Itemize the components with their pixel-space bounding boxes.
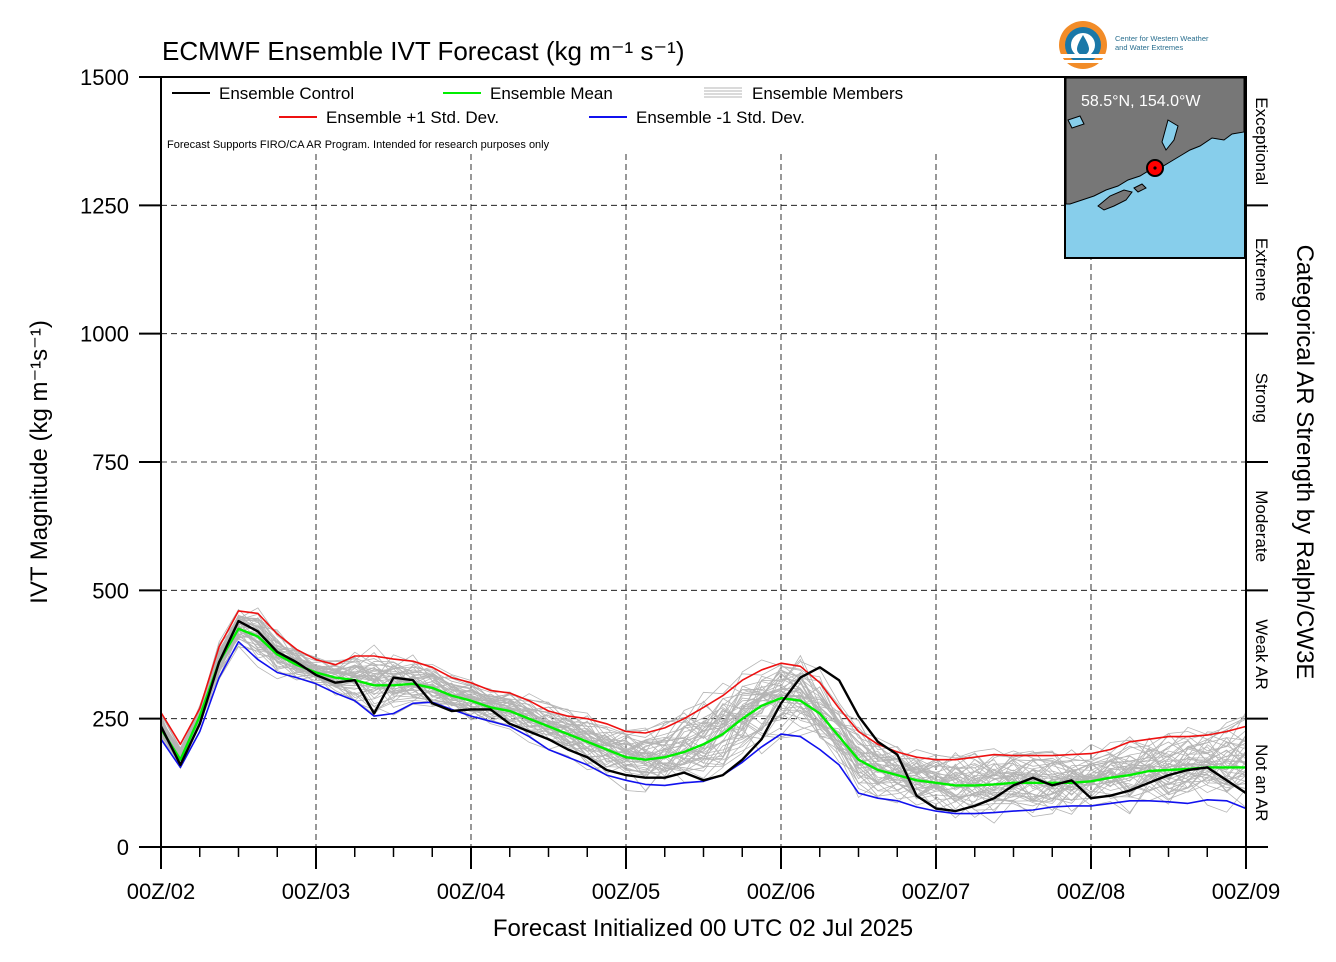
legend-label-plus: Ensemble +1 Std. Dev. [326, 108, 499, 127]
legend-swatch-members [704, 87, 742, 98]
y-tick-label: 1500 [80, 65, 129, 90]
category-label: Exceptional [1252, 97, 1271, 185]
chart-title: ECMWF Ensemble IVT Forecast (kg m⁻¹ s⁻¹) [162, 36, 684, 66]
ensemble-member-line [160, 628, 1247, 791]
legend-label-control: Ensemble Control [219, 84, 354, 103]
y-tick-label: 1250 [80, 193, 129, 218]
logo-line-2: and Water Extremes [1115, 43, 1183, 52]
map-land-cook-inlet [1161, 119, 1179, 151]
x-tick-label: 00Z/03 [282, 879, 351, 904]
category-label: Weak AR [1252, 619, 1271, 690]
y-tick-label: 750 [92, 450, 129, 475]
y-tick-label: 500 [92, 578, 129, 603]
ensemble-member-line [160, 617, 1247, 789]
x-tick-label: 00Z/02 [127, 879, 196, 904]
right-axis-title: Categorical AR Strength by Ralph/CW3E [1291, 245, 1318, 680]
x-axis-title: Forecast Initialized 00 UTC 02 Jul 2025 [493, 915, 913, 942]
y-axis-title: IVT Magnitude (kg m⁻¹s⁻¹) [26, 320, 53, 604]
summary-series [159, 610, 1247, 815]
x-tick-label: 00Z/07 [902, 879, 971, 904]
ensemble-member-line [160, 636, 1247, 813]
x-tick-label: 00Z/06 [747, 879, 816, 904]
y-tick-label: 1000 [80, 322, 129, 347]
map-frame [1064, 76, 1246, 259]
plus-std-line [160, 610, 1247, 761]
research-note: Forecast Supports FIRO/CA AR Program. In… [167, 139, 550, 151]
logo-line-1: Center for Western Weather [1115, 34, 1209, 43]
ensemble-member-line [160, 633, 1247, 794]
legend-label-mean: Ensemble Mean [490, 84, 613, 103]
ensemble-member-line [160, 635, 1247, 798]
axes: 0 250 500 750 1000 1250 1500 Not an AR Weak AR Mo… [80, 65, 1280, 904]
location-marker-center [1153, 166, 1157, 170]
y-tick-label: 0 [117, 835, 129, 860]
map-land-kodiak [1097, 189, 1133, 211]
x-tick-label: 00Z/04 [437, 879, 506, 904]
ensemble-member-line [160, 629, 1247, 801]
category-label: Extreme [1252, 238, 1271, 301]
ensemble-member-line [160, 635, 1247, 794]
y-tick-label: 250 [92, 707, 129, 732]
x-tick-label: 00Z/09 [1212, 879, 1281, 904]
ensemble-member-line [160, 633, 1247, 800]
cw3e-logo: Center for Western Weather and Water Ext… [1059, 21, 1209, 69]
ensemble-member-line [160, 625, 1247, 791]
control-line [159, 619, 1247, 813]
ensemble-member-line [160, 618, 1247, 780]
x-tick-label: 00Z/05 [592, 879, 661, 904]
category-label: Not an AR [1252, 744, 1271, 822]
x-tick-label: 00Z/08 [1057, 879, 1126, 904]
legend: Ensemble Control Ensemble Mean Ensemble … [167, 84, 903, 151]
cw3e-logo-icon [1059, 21, 1107, 69]
map-land-afognak [1133, 183, 1147, 193]
legend-label-members: Ensemble Members [752, 84, 903, 103]
ensemble-member-line [160, 619, 1247, 786]
ensemble-member-line [160, 626, 1247, 802]
ensemble-member-line [160, 618, 1247, 789]
ensemble-member-line [160, 628, 1247, 790]
ensemble-member-line [160, 645, 1247, 819]
category-label: Moderate [1252, 490, 1271, 562]
inset-location-map: 58.5°N, 154.0°W [1064, 76, 1246, 259]
map-location-label: 58.5°N, 154.0°W [1081, 93, 1201, 110]
map-land-lake [1067, 115, 1085, 129]
category-label: Strong [1252, 373, 1271, 423]
legend-label-minus: Ensemble -1 Std. Dev. [636, 108, 805, 127]
